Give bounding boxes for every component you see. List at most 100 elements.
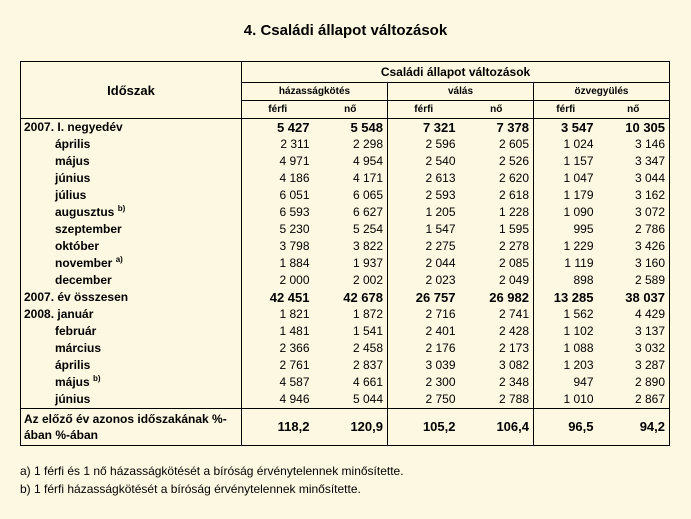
- table-cell: 1 090: [563, 205, 594, 219]
- table-cell: 1 229: [563, 239, 594, 253]
- female-header: nő: [459, 100, 534, 119]
- table-cell: 2 716: [425, 307, 456, 321]
- table-row: október 3 798 3 822 2 275 2 278 1 229 3 426: [20, 238, 670, 255]
- table-cell: 3 044: [634, 171, 666, 185]
- table-cell: 2 366: [279, 341, 310, 355]
- table-cell: 4 946: [279, 392, 310, 406]
- widowhood-header: özvegyülés: [533, 82, 670, 101]
- table-row: május b) 4 587 4 661 2 300 2 348 947 2 890: [20, 374, 670, 391]
- table-cell: 5 044: [313, 391, 388, 409]
- table-cell: 10 305: [625, 120, 666, 135]
- table-cell: 2 540: [425, 154, 456, 168]
- row-label-text: április: [55, 358, 91, 372]
- table-cell: 2 275: [425, 239, 456, 253]
- table-cell: 5 230: [279, 222, 310, 236]
- row-label: 2007. I. negyedév: [20, 118, 242, 136]
- female-header: nő: [313, 100, 388, 119]
- table-cell: 1 562: [563, 307, 594, 321]
- row-label-text: március: [55, 341, 102, 355]
- table-cell: 1 481: [279, 324, 310, 338]
- table-cell: 3 547: [560, 120, 594, 135]
- row-label-text: augusztus: [55, 205, 115, 219]
- row-label-text: október: [55, 239, 100, 253]
- table-cell: 2 085: [459, 255, 534, 272]
- female-header: nő: [597, 100, 670, 119]
- table-cell: 2 618: [459, 187, 534, 204]
- table-cell: 1 203: [563, 358, 594, 372]
- table-cell: 2 000: [279, 273, 310, 287]
- table-cell: 2 002: [313, 272, 388, 289]
- row-label: március: [20, 340, 242, 357]
- table-cell: 2 176: [425, 341, 456, 355]
- table-cell: 4 954: [313, 153, 388, 170]
- table-cell: 2 589: [634, 273, 666, 287]
- table-cell: 96,5: [533, 408, 598, 446]
- period-header: Időszak: [20, 61, 242, 119]
- table-cell: 42 451: [269, 290, 310, 305]
- table-row: július 6 051 6 065 2 593 2 618 1 179 3 162: [20, 187, 670, 204]
- table-row: június 4 946 5 044 2 750 2 788 1 010 2 867: [20, 391, 670, 409]
- table-cell: 1 541: [313, 323, 388, 340]
- row-label: 2008. január: [20, 306, 242, 323]
- footnote-a: a) 1 férfi és 1 nő házasságkötését a bír…: [20, 464, 404, 478]
- table-cell: 2 596: [425, 137, 456, 151]
- table-cell: 2 605: [459, 136, 534, 153]
- row-label: április: [20, 136, 242, 153]
- table-cell: 2 044: [425, 256, 456, 270]
- table-body: 2007. I. negyedév 5 427 5 548 7 321 7 378 3 5…: [20, 118, 670, 409]
- table-cell: 2 837: [313, 357, 388, 374]
- group-header: Családi állapot változások: [241, 61, 670, 83]
- table-cell: 1 119: [564, 256, 594, 270]
- table-cell: 2 458: [313, 340, 388, 357]
- table-cell: 2 890: [634, 375, 666, 389]
- table-cell: 1 047: [563, 171, 594, 185]
- table-cell: 4 186: [279, 171, 310, 185]
- table-row: 2008. január 1 821 1 872 2 716 2 741 1 562 4 4…: [20, 306, 670, 323]
- marital-status-table: Időszak Családi állapot változások házas…: [20, 61, 671, 446]
- table-row: szeptember 5 230 5 254 1 547 1 595 995 2 786: [20, 221, 670, 238]
- table-cell: 2 741: [459, 306, 534, 323]
- row-label-text: november: [55, 256, 113, 270]
- table-cell: 2 278: [459, 238, 534, 255]
- table-row: augusztus b) 6 593 6 627 1 205 1 228 1 090 3 0…: [20, 204, 670, 221]
- table-cell: 4 661: [313, 374, 388, 391]
- table-cell: 947: [573, 375, 594, 389]
- table-cell: 5 254: [313, 221, 388, 238]
- table-cell: 13 285: [553, 290, 594, 305]
- table-row: május 4 971 4 954 2 540 2 526 1 157 3 347: [20, 153, 670, 170]
- table-cell: 4 971: [279, 154, 310, 168]
- row-label-text: február: [55, 324, 97, 338]
- table-cell: 7 321: [422, 120, 456, 135]
- footnote-marker: a): [115, 255, 123, 264]
- table-cell: 2 761: [279, 358, 310, 372]
- table-cell: 94,2: [597, 408, 670, 446]
- table-cell: 898: [573, 273, 594, 287]
- table-cell: 3 039: [425, 358, 456, 372]
- table-cell: 995: [573, 222, 594, 236]
- row-label: április: [20, 357, 242, 374]
- table-cell: 2 298: [313, 136, 388, 153]
- footnote-b: b) 1 férfi házasságkötését a bíróság érv…: [20, 482, 361, 496]
- table-cell: 1 937: [313, 255, 388, 272]
- table-cell: 1 024: [563, 137, 594, 151]
- table-cell: 1 872: [313, 306, 388, 323]
- row-label: november a): [20, 255, 242, 272]
- table-cell: 3 287: [634, 358, 666, 372]
- row-label: 2007. év összesen: [20, 289, 242, 306]
- row-label: október: [20, 238, 242, 255]
- table-cell: 1 179: [563, 188, 594, 202]
- table-cell: 4 587: [279, 375, 310, 389]
- table-cell: 105,2: [387, 408, 460, 446]
- table-cell: 1 088: [563, 341, 594, 355]
- table-cell: 2 311: [280, 137, 310, 151]
- row-label-text: 2008. január: [24, 307, 94, 321]
- table-cell: 26 982: [459, 289, 534, 306]
- table-cell: 3 146: [634, 137, 666, 151]
- footnote-marker: b): [93, 374, 101, 383]
- table-cell: 2 786: [634, 222, 666, 236]
- row-label-text: december: [55, 273, 112, 287]
- table-cell: 1 595: [459, 221, 534, 238]
- table-cell: 26 757: [415, 290, 456, 305]
- table-cell: 3 072: [634, 205, 666, 219]
- divorce-header: válás: [387, 82, 534, 101]
